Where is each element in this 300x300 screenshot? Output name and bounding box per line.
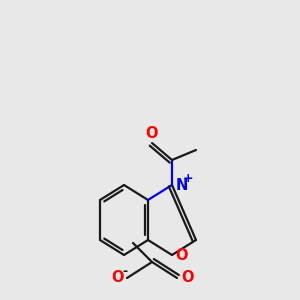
Text: O: O [181,269,193,284]
Text: O: O [111,269,123,284]
Text: -: - [122,265,128,278]
Text: N: N [176,178,188,193]
Text: O: O [176,248,188,262]
Text: +: + [183,172,193,185]
Text: O: O [146,126,158,141]
